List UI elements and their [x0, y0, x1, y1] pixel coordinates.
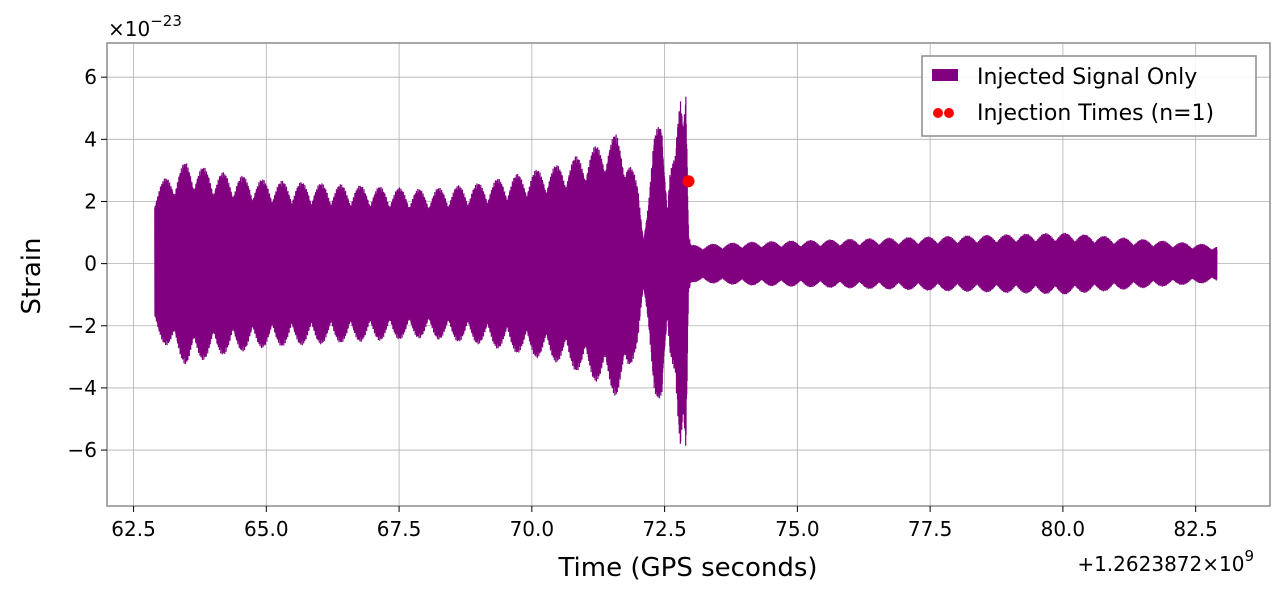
legend-swatch-signal — [932, 69, 958, 81]
x-tick-label: 62.5 — [111, 517, 156, 541]
legend-label-signal: Injected Signal Only — [977, 65, 1197, 90]
y-tick-label: −6 — [68, 438, 97, 462]
y-tick-label: 0 — [84, 252, 97, 276]
x-tick-label: 70.0 — [510, 517, 555, 541]
x-offset-exponent: 9 — [1244, 547, 1254, 565]
x-tick-label: 77.5 — [908, 517, 953, 541]
x-tick-label: 80.0 — [1041, 517, 1086, 541]
x-tick-label: 67.5 — [377, 517, 422, 541]
y-tick-label: −4 — [68, 376, 97, 400]
plot-frame — [106, 42, 1271, 507]
y-tick-label: −2 — [68, 314, 97, 338]
y-tick-label: 6 — [84, 65, 97, 89]
y-axis-ticks: −6 −4 −2 0 2 4 6 — [68, 65, 107, 462]
legend-marker-injection-right — [944, 108, 954, 118]
y-scale-exponent: −23 — [150, 12, 182, 30]
legend: Injected Signal Only Injection Times (n=… — [921, 55, 1257, 137]
y-tick-label: 4 — [84, 127, 97, 151]
x-tick-label: 82.5 — [1173, 517, 1218, 541]
injected-signal-series — [154, 96, 1218, 446]
x-axis-ticks: 62.5 65.0 67.5 70.0 72.5 75.0 77.5 80.0 82.5 — [111, 506, 1218, 541]
y-tick-label: 2 — [84, 189, 97, 213]
legend-box — [921, 55, 1257, 137]
legend-label-injection: Injection Times (n=1) — [977, 101, 1214, 126]
x-offset-label: +1.2623872×109 — [1077, 547, 1254, 576]
x-tick-label: 75.0 — [775, 517, 820, 541]
x-tick-label: 72.5 — [642, 517, 687, 541]
injection-time-marker — [682, 175, 695, 188]
x-axis-label: Time (GPS seconds) — [557, 553, 817, 583]
x-tick-label: 65.0 — [244, 517, 289, 541]
y-scale-label: ×10−23 — [108, 12, 182, 41]
plot-area — [154, 96, 1218, 446]
legend-marker-injection-left — [933, 108, 943, 118]
y-axis-label: Strain — [17, 237, 47, 314]
